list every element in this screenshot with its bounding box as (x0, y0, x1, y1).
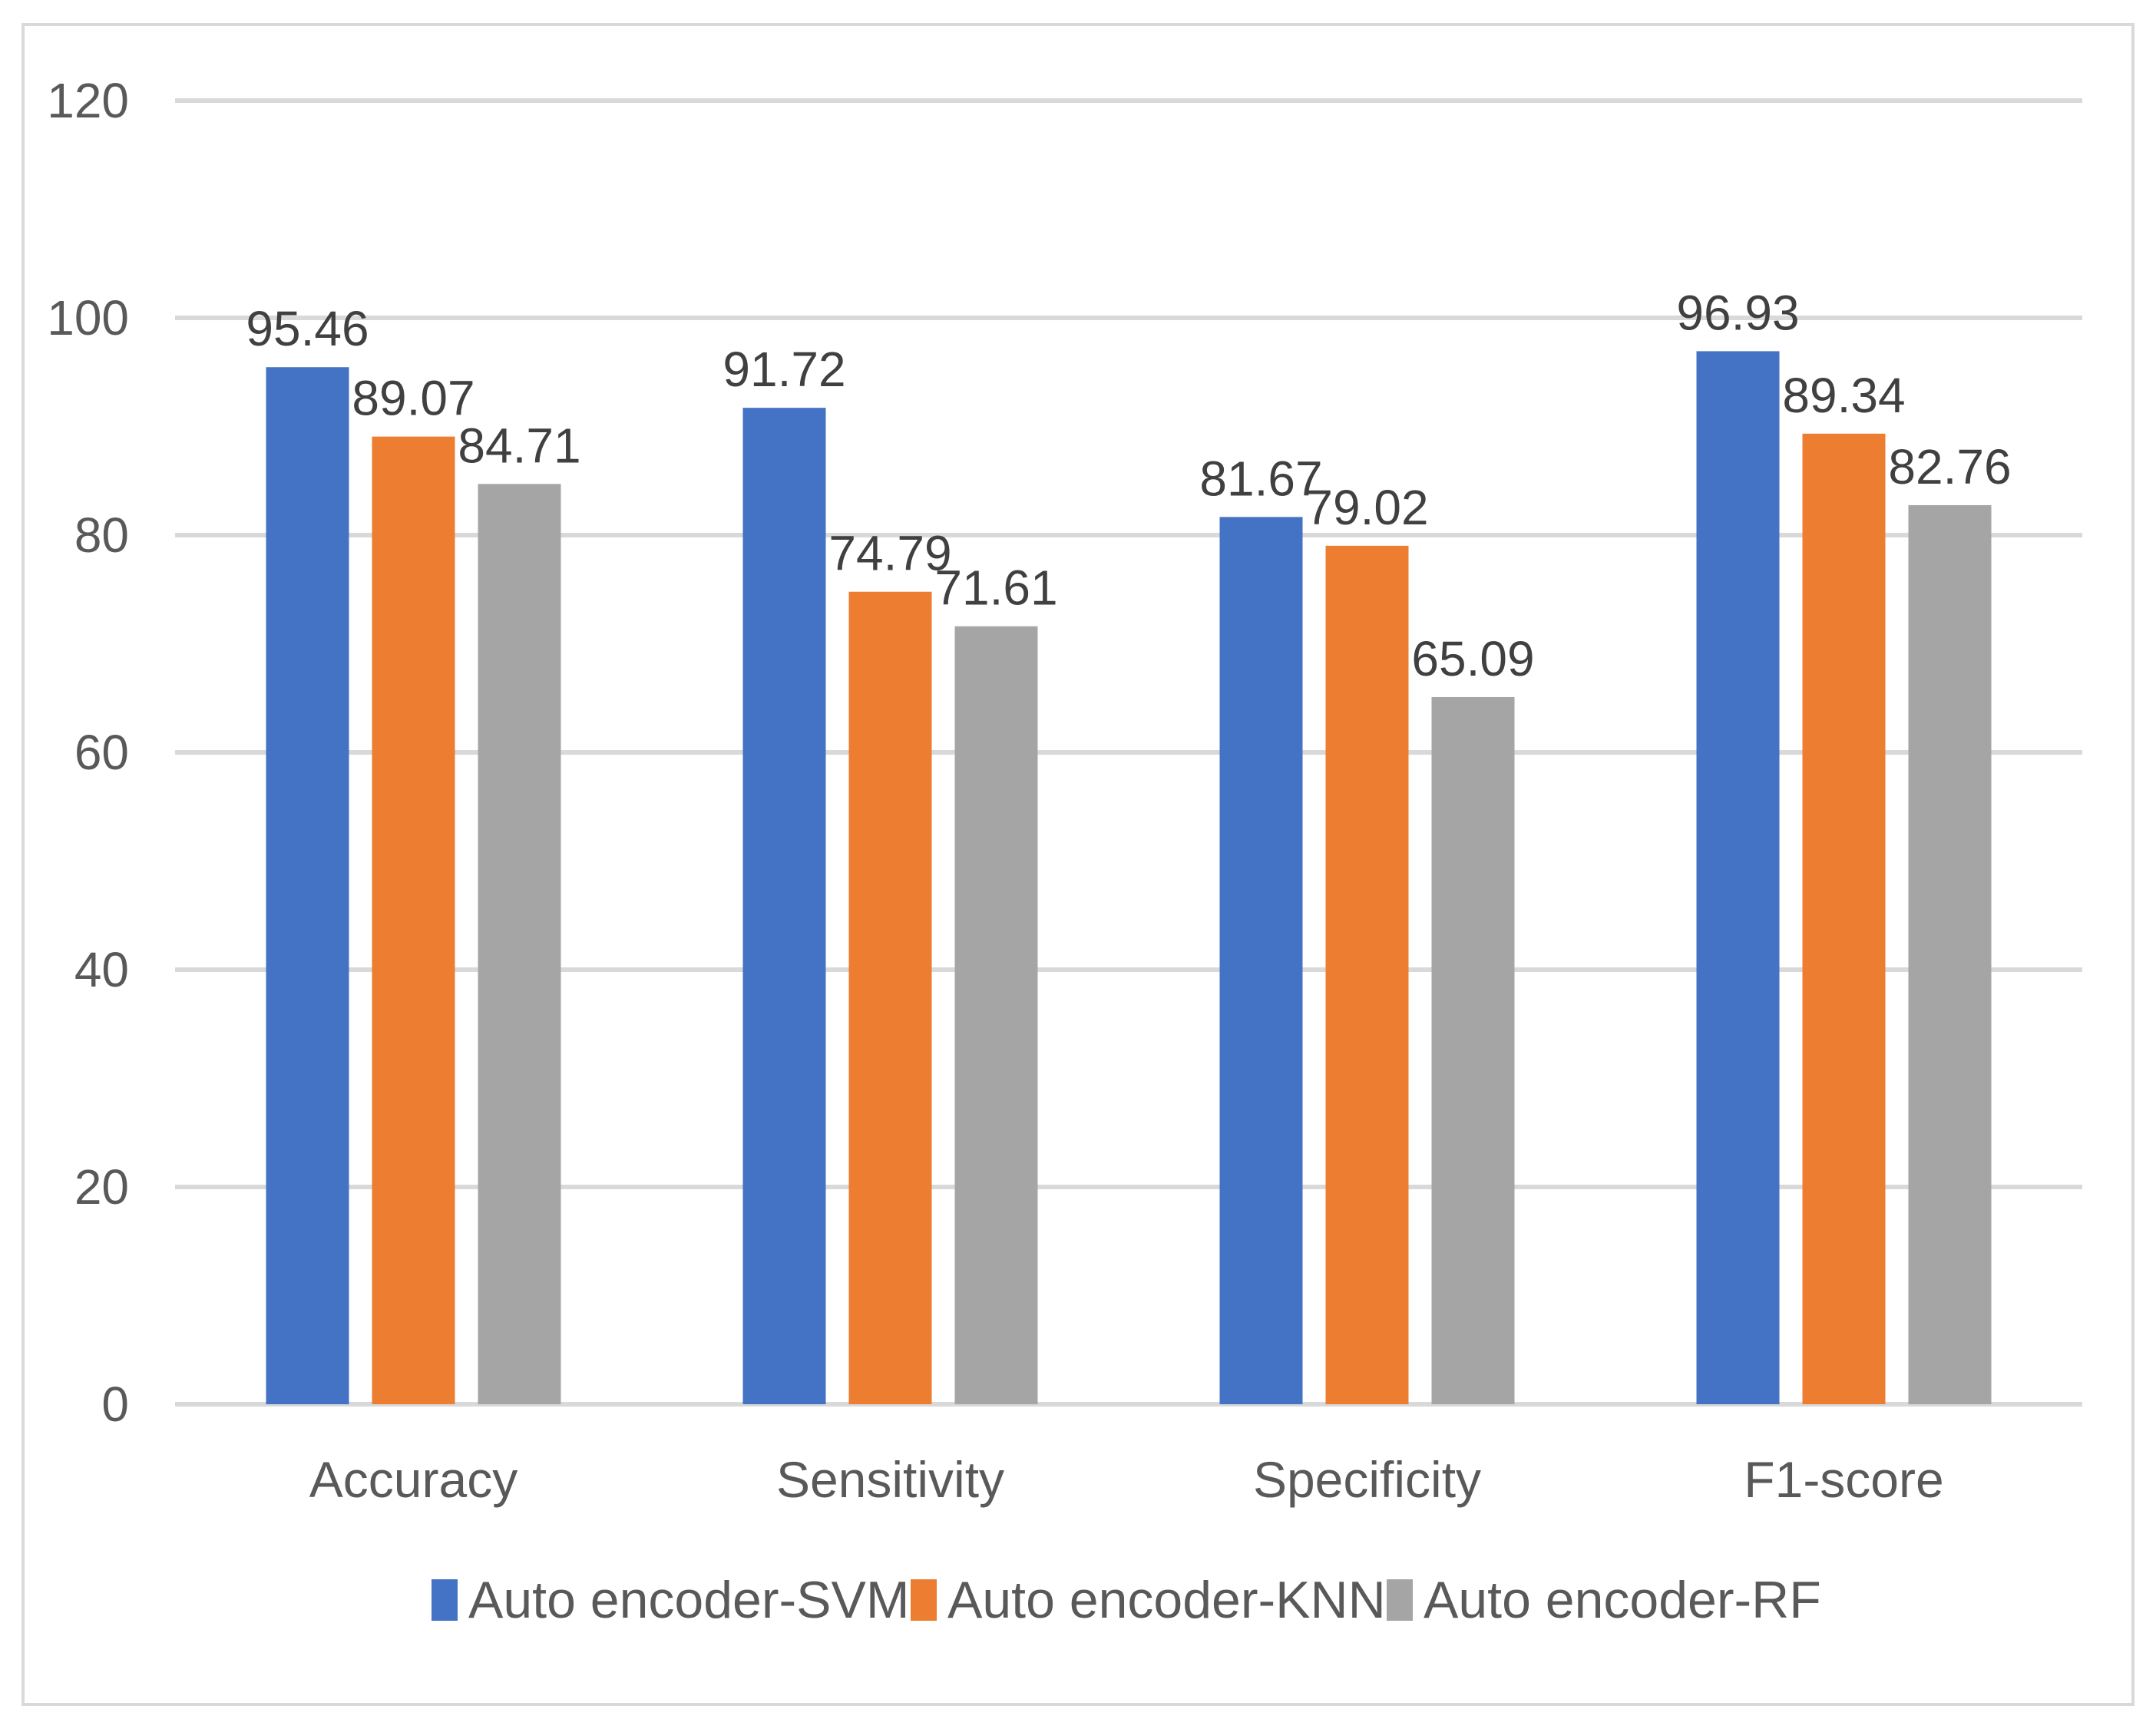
legend-swatch (432, 1579, 458, 1621)
data-label: 79.02 (1305, 480, 1428, 535)
y-tick-label: 100 (47, 290, 129, 345)
legend-label: Auto encoder-RF (1424, 1571, 1821, 1629)
data-label: 91.72 (723, 342, 845, 397)
x-axis-categories: Accuracy Sensitivity Specificity F1-score (309, 1451, 1944, 1508)
data-label: 89.07 (352, 371, 475, 426)
bar-accuracy-2 (372, 436, 455, 1405)
data-label: 74.79 (828, 526, 951, 581)
y-tick-label: 120 (47, 73, 129, 128)
y-tick-label: 60 (74, 725, 129, 780)
y-tick-label: 40 (74, 942, 129, 997)
data-label: 81.67 (1199, 451, 1322, 506)
data-label: 82.76 (1888, 439, 2011, 494)
y-axis-ticks: 0 20 40 60 80 100 120 (47, 73, 129, 1432)
legend-swatch (911, 1579, 937, 1621)
legend-swatch (1387, 1579, 1413, 1621)
y-tick-label: 80 (74, 507, 129, 563)
bar-specificity-2 (1325, 545, 1409, 1405)
bar-accuracy-1 (266, 367, 349, 1405)
bar-f1-score-2 (1802, 433, 1886, 1404)
category-label: F1-score (1744, 1451, 1943, 1508)
data-label: 89.34 (1782, 368, 1905, 423)
y-tick-label: 0 (101, 1377, 129, 1432)
bars (266, 351, 1992, 1405)
y-tick-label: 20 (74, 1159, 129, 1215)
legend-label: Auto encoder-KNN (947, 1571, 1386, 1629)
data-label: 71.61 (934, 560, 1057, 616)
legend-label: Auto encoder-SVM (468, 1571, 910, 1629)
bar-sensitivity-1 (742, 408, 826, 1404)
bar-specificity-1 (1219, 517, 1303, 1404)
bar-sensitivity-2 (848, 591, 932, 1405)
bar-accuracy-3 (478, 484, 561, 1404)
data-label: 84.71 (458, 418, 580, 473)
data-label: 95.46 (246, 301, 369, 356)
bar-specificity-3 (1431, 696, 1515, 1404)
legend: Auto encoder-SVM Auto encoder-KNN Auto enc… (432, 1571, 1821, 1629)
category-label: Sensitivity (776, 1451, 1004, 1508)
data-label: 96.93 (1676, 285, 1799, 340)
category-label: Specificity (1253, 1451, 1481, 1508)
bar-sensitivity-3 (954, 626, 1038, 1404)
category-label: Accuracy (309, 1451, 518, 1508)
bar-f1-score-1 (1696, 351, 1780, 1405)
bar-f1-score-3 (1908, 504, 1992, 1404)
data-label: 65.09 (1411, 631, 1534, 686)
